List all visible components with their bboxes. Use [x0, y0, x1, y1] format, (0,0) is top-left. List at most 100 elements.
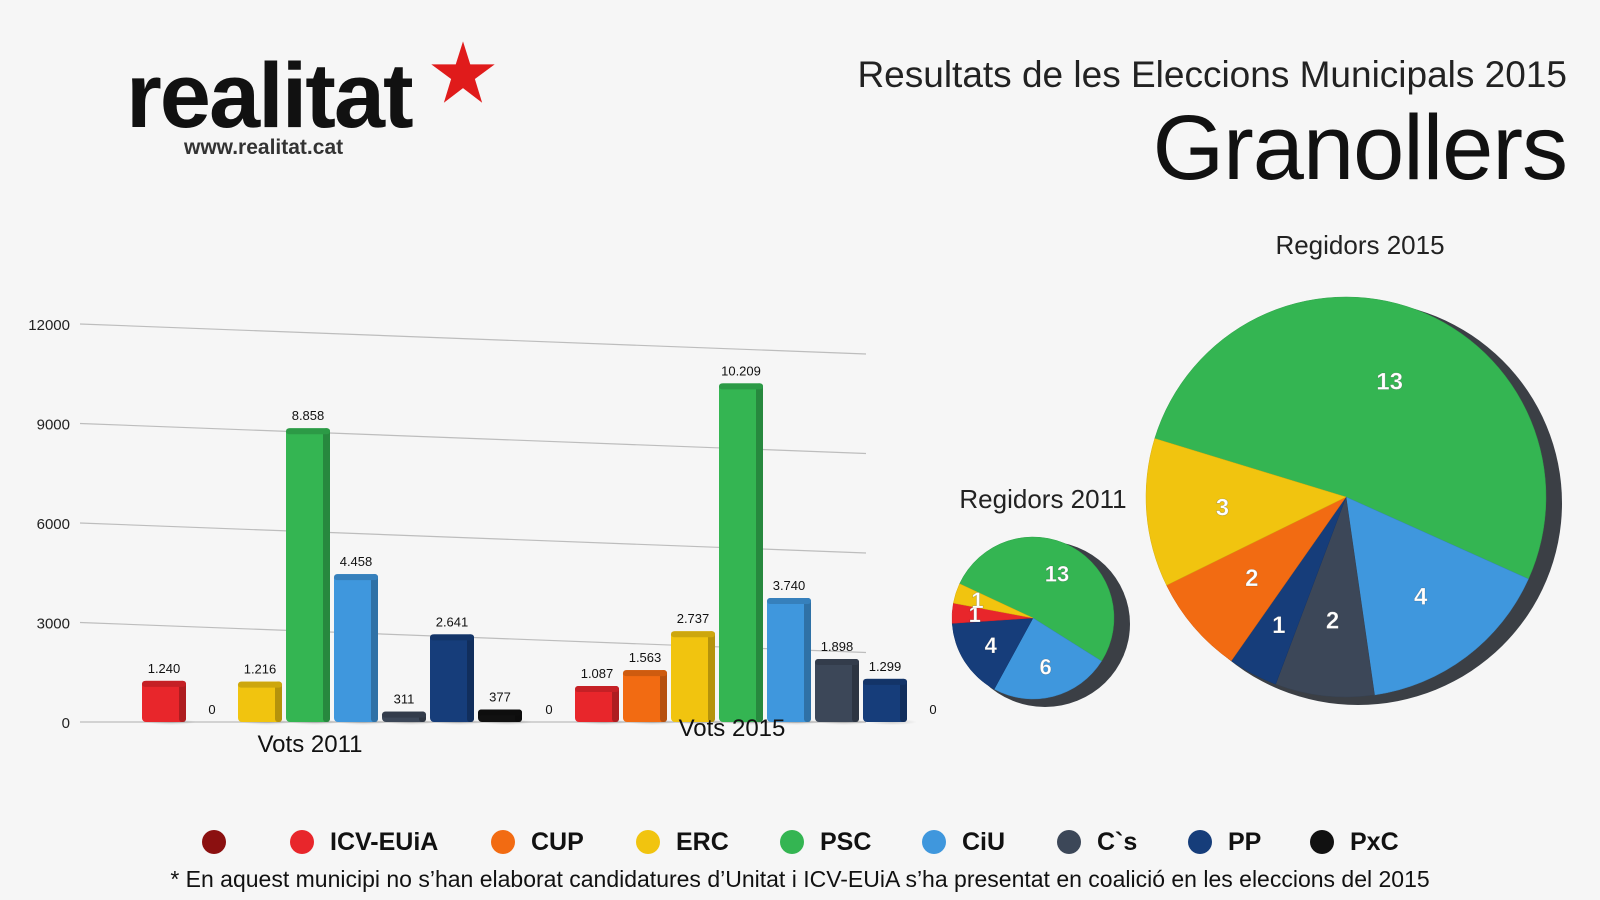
- legend-label: PxC: [1350, 827, 1399, 856]
- legend-item: [202, 824, 242, 860]
- pie-title: Regidors 2015: [1275, 230, 1444, 260]
- brand-name: realitat: [126, 45, 414, 147]
- data-label: 2.737: [677, 611, 710, 626]
- pie-slice: [1345, 496, 1529, 696]
- legend-swatch: [1310, 830, 1334, 854]
- pie-slice: [959, 536, 1115, 662]
- legend-label: ICV-EUiA: [330, 827, 439, 856]
- bar-top: [238, 681, 282, 688]
- legend-swatch: [922, 830, 946, 854]
- legend-label: ERC: [676, 827, 729, 856]
- legend-swatch: [780, 830, 804, 854]
- bar-top: [815, 659, 859, 666]
- bar: [142, 680, 186, 722]
- y-tick-label: 3000: [37, 616, 70, 633]
- data-label: 1.240: [148, 661, 181, 676]
- data-label: 1.216: [244, 662, 277, 677]
- bar: [334, 574, 378, 722]
- bar-top: [142, 680, 186, 687]
- legend-label: CUP: [531, 827, 584, 856]
- pie-slice: [953, 583, 1034, 619]
- bar-side: [900, 678, 907, 722]
- bar: [575, 685, 619, 722]
- bar: [815, 659, 859, 722]
- footnote: * En aquest municipi no s’han elaborat c…: [170, 866, 1430, 892]
- legend-label: CiU: [962, 827, 1006, 856]
- pie-slice: [993, 617, 1102, 700]
- bar-top: [671, 631, 715, 638]
- bar: [671, 631, 715, 722]
- data-label: 1.299: [869, 659, 902, 674]
- page-title: Granollers: [1152, 97, 1568, 199]
- bar-side: [275, 681, 282, 722]
- pie-slice-label: 4: [1414, 583, 1428, 610]
- bar-side: [852, 659, 859, 722]
- legend-item: PP: [1188, 824, 1261, 860]
- votes-bar-chart: 0 3000 6000 9000 12000 1.240 0 1.216 8.858 4.458 3…: [28, 317, 936, 758]
- page-subtitle: Resultats de les Eleccions Municipals 20…: [857, 54, 1567, 95]
- legend-swatch: [1188, 830, 1212, 854]
- bar-side: [660, 670, 667, 722]
- pie-title: Regidors 2011: [959, 484, 1126, 514]
- y-tick-label: 6000: [37, 516, 70, 533]
- bar-top: [478, 709, 522, 716]
- legend-swatch: [491, 830, 515, 854]
- pie-slice: [1275, 496, 1375, 698]
- data-label: 10.209: [721, 363, 761, 378]
- category-label: Vots 2015: [679, 715, 786, 742]
- legend-item: C`s: [1057, 824, 1137, 860]
- bar-side: [371, 574, 378, 722]
- bar-side: [179, 680, 186, 722]
- data-label: 0: [208, 702, 215, 717]
- bar-top: [767, 597, 811, 604]
- bar-side: [708, 631, 715, 722]
- bar-top: [719, 383, 763, 390]
- data-label: 311: [394, 692, 415, 707]
- pie-slice-label: 1: [1272, 612, 1285, 639]
- bar-top: [286, 428, 330, 435]
- bar-side: [467, 634, 474, 722]
- brand-url: www.realitat.cat: [184, 136, 344, 159]
- y-tick-label: 12000: [28, 317, 70, 334]
- pie-slice-label: 2: [1245, 565, 1258, 592]
- bar-top: [382, 711, 426, 718]
- legend-swatch: [1057, 830, 1081, 854]
- data-label: 0: [545, 702, 552, 717]
- category-label: Vots 2011: [258, 731, 363, 758]
- bar-top: [863, 678, 907, 685]
- pie-slice-label: 2: [1326, 608, 1339, 635]
- data-label: 0: [929, 702, 936, 717]
- legend-item: PSC: [780, 824, 871, 860]
- pie-slice: [951, 617, 1034, 690]
- pie-slice-label: 1: [969, 602, 981, 627]
- bar: [719, 383, 763, 722]
- regidors-2011-pie-chart: 13 6 411 Regidors 2011: [951, 484, 1130, 707]
- data-label: 2.641: [436, 614, 469, 629]
- y-tick-label: 9000: [37, 417, 70, 434]
- bar: [767, 597, 811, 722]
- pie-slice-label: 1: [971, 588, 983, 613]
- bar-top: [430, 634, 474, 641]
- bar-top: [334, 574, 378, 581]
- pie-slice: [1145, 438, 1347, 586]
- data-label: 377: [489, 689, 511, 704]
- legend-swatch: [202, 830, 226, 854]
- bar-side: [804, 597, 811, 722]
- data-label: 1.563: [629, 650, 662, 665]
- data-label: 1.087: [581, 666, 614, 681]
- data-label: 3.740: [773, 578, 806, 593]
- pie-slice: [1154, 296, 1547, 580]
- legend-item: ICV-EUiA: [290, 824, 438, 860]
- bar-top: [623, 670, 667, 677]
- legend-label: PSC: [820, 827, 872, 856]
- data-label: 1.898: [821, 639, 854, 654]
- pie-slice-label: 4: [985, 633, 998, 658]
- legend-label: C`s: [1097, 827, 1138, 856]
- legend-item: ERC: [636, 824, 729, 860]
- legend-item: PxC: [1310, 824, 1399, 860]
- gridline: [79, 323, 867, 355]
- bar: [238, 681, 282, 722]
- bar-side: [612, 685, 619, 722]
